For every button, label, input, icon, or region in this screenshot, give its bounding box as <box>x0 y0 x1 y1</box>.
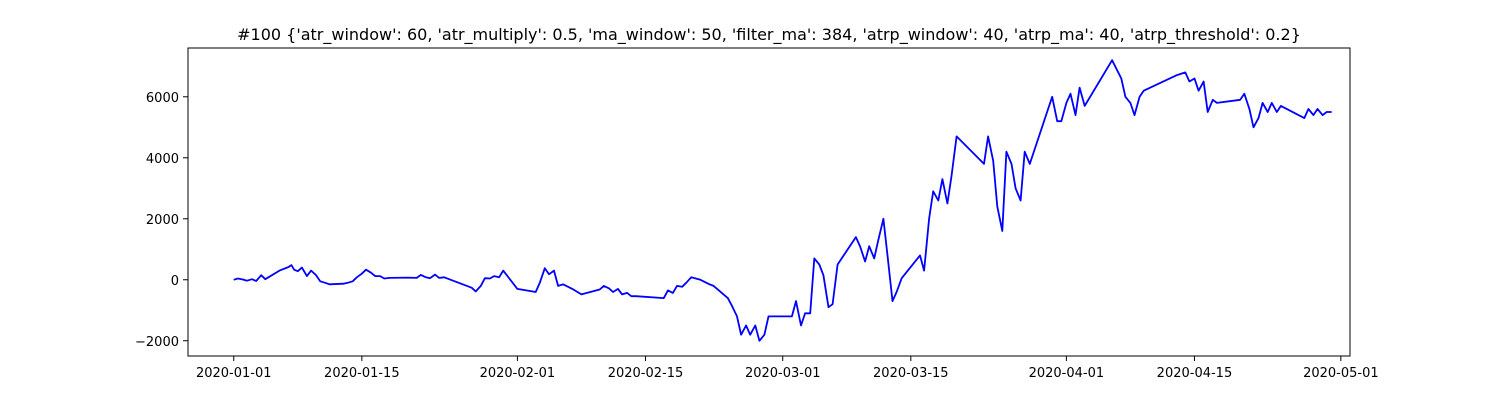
y-axis: −2000 0 2000 4000 6000 <box>135 91 188 350</box>
x-tick-label: 2020-03-15 <box>873 366 949 381</box>
y-tick-label: 0 <box>171 274 179 289</box>
series-line <box>233 59 1332 342</box>
y-tick-label: −2000 <box>135 335 179 350</box>
x-tick-label: 2020-01-15 <box>324 366 400 381</box>
x-tick-label: 2020-04-15 <box>1157 366 1233 381</box>
x-tick-label: 2020-02-15 <box>608 366 684 381</box>
x-tick-label: 2020-03-01 <box>745 366 821 381</box>
x-tick-label: 2020-05-01 <box>1303 366 1379 381</box>
plot-area <box>233 59 1332 342</box>
x-axis: 2020-01-01 2020-01-15 2020-02-01 2020-02-15… <box>196 356 1379 381</box>
axes-frame <box>187 47 1351 357</box>
x-tick-label: 2020-02-01 <box>480 366 556 381</box>
y-tick-label: 4000 <box>146 152 179 167</box>
x-tick-label: 2020-01-01 <box>196 366 272 381</box>
chart-title: #100 {'atr_window': 60, 'atr_multiply': … <box>237 25 1301 45</box>
y-tick-label: 2000 <box>146 213 179 228</box>
y-tick-label: 6000 <box>146 91 179 106</box>
x-tick-label: 2020-04-01 <box>1029 366 1105 381</box>
